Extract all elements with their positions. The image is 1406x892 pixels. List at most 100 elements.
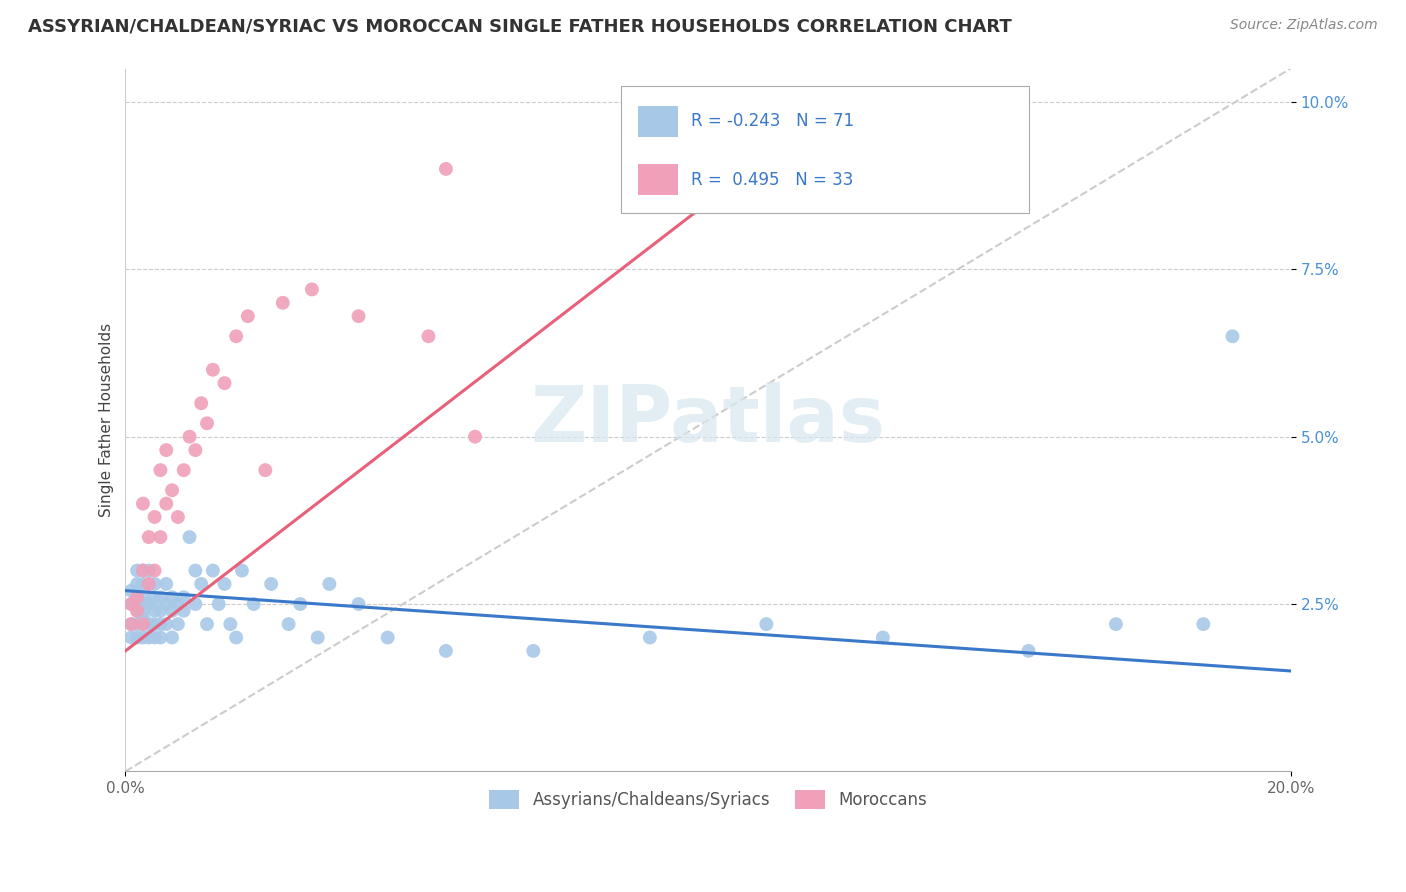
Point [120,597,142,611]
Point [132,497,155,511]
Point [132,564,155,578]
Point [260,577,283,591]
Point [149,463,172,477]
Point [184,443,207,458]
Point [138,597,160,611]
Point [143,564,166,578]
Point [120,617,142,632]
Point [214,577,236,591]
Point [127,604,149,618]
Point [214,376,236,391]
Point [167,510,190,524]
Point [377,631,399,645]
Point [184,564,207,578]
Point [173,591,195,605]
Legend: Assyrians/Chaldeans/Syriacs, Moroccans: Assyrians/Chaldeans/Syriacs, Moroccans [482,783,934,816]
Point [190,396,212,410]
Point [149,604,172,618]
Point [155,497,177,511]
Point [1192,617,1215,632]
Point [127,604,149,618]
Point [120,617,142,632]
Point [138,631,160,645]
Point [872,631,894,645]
Point [307,631,329,645]
Point [208,597,231,611]
Point [149,617,172,632]
Point [195,617,218,632]
Point [143,617,166,632]
Point [190,577,212,591]
Point [127,591,149,605]
Point [434,644,457,658]
Point [132,564,155,578]
Point [201,363,224,377]
Point [318,577,340,591]
Point [120,597,142,611]
Point [160,631,183,645]
Point [132,610,155,624]
Point [149,530,172,544]
Point [219,617,242,632]
Point [155,597,177,611]
Point [236,309,259,323]
Point [271,295,294,310]
Point [127,591,149,605]
Point [418,329,440,343]
Point [1222,329,1244,343]
Point [143,577,166,591]
Point [464,430,486,444]
Point [132,591,155,605]
Point [155,617,177,632]
Point [138,577,160,591]
Point [167,617,190,632]
Point [132,597,155,611]
Point [242,597,264,611]
Point [138,617,160,632]
Point [1018,644,1040,658]
Point [347,597,370,611]
Point [225,329,247,343]
Point [127,564,149,578]
Point [132,577,155,591]
Point [138,564,160,578]
Point [120,631,142,645]
Point [143,591,166,605]
Point [347,309,370,323]
Point [301,282,323,296]
Text: Source: ZipAtlas.com: Source: ZipAtlas.com [1230,18,1378,32]
Point [1105,617,1128,632]
Point [160,604,183,618]
Point [638,631,661,645]
FancyBboxPatch shape [638,164,678,195]
Point [173,463,195,477]
Point [149,591,172,605]
Point [127,617,149,632]
Point [132,617,155,632]
Point [195,417,218,431]
Point [179,530,201,544]
Point [225,631,247,645]
Point [155,443,177,458]
Text: R = -0.243   N = 71: R = -0.243 N = 71 [690,112,853,130]
Point [277,617,299,632]
Point [132,604,155,618]
FancyBboxPatch shape [620,87,1029,212]
Point [434,161,457,176]
Point [160,483,183,498]
Point [231,564,253,578]
Point [184,597,207,611]
Point [132,631,155,645]
Point [755,617,778,632]
Point [173,604,195,618]
Point [167,597,190,611]
Point [127,577,149,591]
Point [522,644,544,658]
Point [160,591,183,605]
Point [127,597,149,611]
Point [138,577,160,591]
Point [143,604,166,618]
Point [155,577,177,591]
Point [138,530,160,544]
Y-axis label: Single Father Households: Single Father Households [100,323,114,517]
